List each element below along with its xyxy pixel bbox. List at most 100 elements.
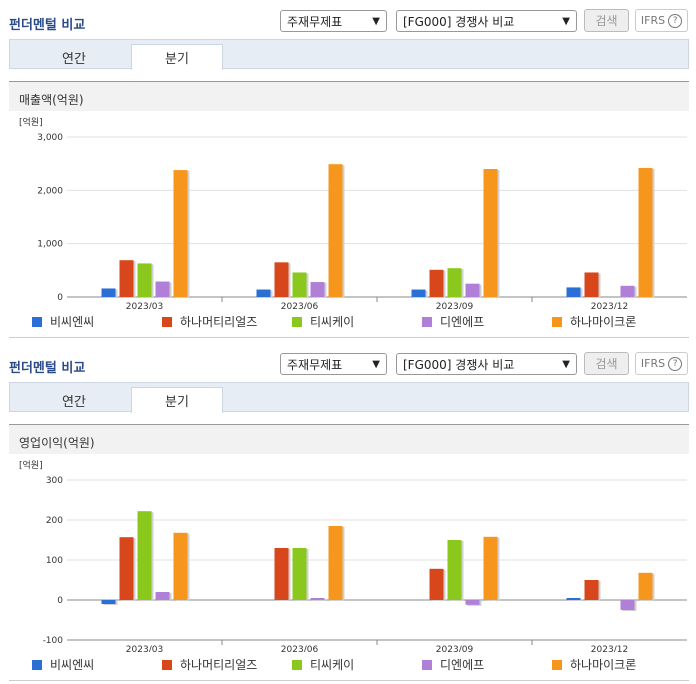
legend-item-5[interactable]: 하나마이크론 bbox=[552, 656, 636, 673]
fundamental-panel-revenue: 펀더멘털 비교 주재무제표 ▼ [FG000] 경쟁사 비교 ▼ 검색 IFRS… bbox=[0, 9, 696, 338]
y-tick-label: 0 bbox=[57, 596, 63, 606]
bar[interactable] bbox=[447, 540, 462, 600]
tab-quarterly[interactable]: 분기 bbox=[131, 44, 223, 70]
bar[interactable] bbox=[620, 285, 635, 297]
ifrs-help-button[interactable]: IFRS ? bbox=[635, 352, 688, 375]
chevron-down-icon: ▼ bbox=[562, 358, 570, 370]
ifrs-help-button[interactable]: IFRS ? bbox=[635, 9, 688, 32]
bar[interactable] bbox=[483, 169, 498, 297]
legend-item-3[interactable]: 티씨케이 bbox=[292, 656, 354, 673]
unit-label: [억원] bbox=[19, 116, 43, 128]
legend-label: 비씨엔씨 bbox=[50, 658, 95, 672]
bar[interactable] bbox=[137, 263, 152, 297]
x-tick-label: 2023/09 bbox=[436, 302, 474, 309]
bar[interactable] bbox=[101, 288, 116, 297]
legend-item-5[interactable]: 하나마이크론 bbox=[552, 313, 636, 330]
legend-item-1[interactable]: 비씨엔씨 bbox=[32, 313, 94, 330]
section-title: 영업이익(억원) bbox=[9, 424, 689, 454]
bar[interactable] bbox=[328, 526, 343, 600]
legend-label: 디엔에프 bbox=[440, 658, 485, 672]
chevron-down-icon: ▼ bbox=[562, 15, 570, 27]
bar[interactable] bbox=[155, 281, 170, 297]
period-tab-bar: 연간 분기 bbox=[9, 382, 689, 413]
bar[interactable] bbox=[101, 600, 116, 604]
panel-title: 펀더멘털 비교 bbox=[9, 361, 86, 376]
bar[interactable] bbox=[620, 600, 635, 610]
bar[interactable] bbox=[310, 598, 325, 600]
legend-swatch bbox=[552, 659, 562, 670]
legend-swatch bbox=[162, 659, 172, 670]
legend-swatch bbox=[162, 316, 172, 327]
x-tick-label: 2023/03 bbox=[126, 645, 163, 652]
bar[interactable] bbox=[274, 262, 289, 297]
bar[interactable] bbox=[137, 511, 152, 600]
legend-swatch bbox=[422, 659, 432, 670]
bar[interactable] bbox=[584, 272, 599, 297]
tab-quarterly[interactable]: 분기 bbox=[131, 387, 223, 413]
bar[interactable] bbox=[483, 536, 498, 600]
bar[interactable] bbox=[310, 282, 325, 297]
search-button[interactable]: 검색 bbox=[584, 9, 629, 32]
bar[interactable] bbox=[119, 260, 134, 297]
statement-type-select[interactable]: 주재무제표 ▼ bbox=[280, 10, 387, 32]
x-tick-label: 2023/12 bbox=[591, 645, 628, 652]
statement-type-select[interactable]: 주재무제표 ▼ bbox=[280, 353, 387, 375]
search-button[interactable]: 검색 bbox=[584, 352, 629, 375]
bar[interactable] bbox=[638, 572, 653, 600]
bar[interactable] bbox=[173, 532, 188, 600]
legend-item-4[interactable]: 디엔에프 bbox=[422, 656, 484, 673]
x-tick-label: 2023/12 bbox=[591, 302, 628, 309]
legend-label: 하나머티리얼즈 bbox=[180, 658, 258, 672]
bar[interactable] bbox=[447, 268, 462, 297]
legend-swatch bbox=[292, 316, 302, 327]
legend-item-2[interactable]: 하나머티리얼즈 bbox=[162, 313, 257, 330]
y-tick-label: 300 bbox=[46, 476, 63, 486]
legend-label: 디엔에프 bbox=[440, 315, 485, 329]
select-value: 주재무제표 bbox=[287, 357, 343, 372]
peer-group-select[interactable]: [FG000] 경쟁사 비교 ▼ bbox=[396, 10, 577, 32]
peer-group-select[interactable]: [FG000] 경쟁사 비교 ▼ bbox=[396, 353, 577, 375]
bar[interactable] bbox=[429, 568, 444, 600]
bar[interactable] bbox=[256, 289, 271, 297]
section-title: 매출액(억원) bbox=[9, 81, 689, 111]
select-value: 주재무제표 bbox=[287, 14, 343, 29]
divider bbox=[9, 337, 689, 338]
bar[interactable] bbox=[292, 272, 307, 297]
legend-item-2[interactable]: 하나머티리얼즈 bbox=[162, 656, 257, 673]
y-tick-label: 200 bbox=[46, 516, 63, 526]
tab-annual[interactable]: 연간 bbox=[62, 394, 86, 410]
bar[interactable] bbox=[566, 287, 581, 297]
ifrs-label: IFRS bbox=[640, 357, 666, 370]
legend-item-3[interactable]: 티씨케이 bbox=[292, 313, 354, 330]
y-tick-label: 100 bbox=[46, 556, 63, 566]
legend-label: 비씨엔씨 bbox=[50, 315, 95, 329]
bar[interactable] bbox=[465, 283, 480, 297]
bar[interactable] bbox=[638, 167, 653, 297]
legend-item-4[interactable]: 디엔에프 bbox=[422, 313, 484, 330]
period-tab-bar: 연간 분기 bbox=[9, 39, 689, 70]
legend-swatch bbox=[292, 659, 302, 670]
help-icon: ? bbox=[668, 356, 683, 371]
bar[interactable] bbox=[328, 164, 343, 297]
bar[interactable] bbox=[155, 592, 170, 600]
bar[interactable] bbox=[584, 580, 599, 600]
bar[interactable] bbox=[566, 598, 581, 600]
legend-item-1[interactable]: 비씨엔씨 bbox=[32, 656, 94, 673]
y-tick-label: 0 bbox=[57, 293, 63, 303]
chevron-down-icon: ▼ bbox=[372, 358, 380, 370]
bar[interactable] bbox=[119, 537, 134, 600]
legend-swatch bbox=[422, 316, 432, 327]
bar[interactable] bbox=[429, 269, 444, 297]
chart-legend: 비씨엔씨 하나머티리얼즈 티씨케이 디엔에프 하나마이크론 bbox=[0, 313, 696, 329]
tab-annual[interactable]: 연간 bbox=[62, 51, 86, 67]
select-value: [FG000] 경쟁사 비교 bbox=[403, 357, 515, 372]
legend-swatch bbox=[32, 659, 42, 670]
bar[interactable] bbox=[411, 289, 426, 297]
bar[interactable] bbox=[292, 548, 307, 600]
bar[interactable] bbox=[173, 170, 188, 297]
legend-label: 하나마이크론 bbox=[570, 658, 637, 672]
bar[interactable] bbox=[465, 600, 480, 605]
x-tick-label: 2023/03 bbox=[126, 302, 163, 309]
revenue-bar-chart: [억원] 0 1,000 2,000 3,000 2023/03 2023/06 2023/0… bbox=[19, 116, 687, 309]
bar[interactable] bbox=[274, 548, 289, 600]
